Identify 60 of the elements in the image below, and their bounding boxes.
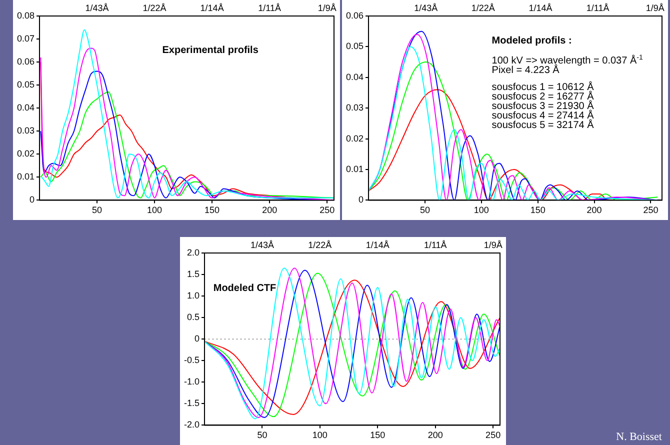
y-tick-label: -2.0 [184, 420, 200, 430]
text: Modeled CTF [213, 282, 276, 294]
x-tick-label: 100 [312, 430, 328, 440]
y-tick-label: 0.06 [346, 10, 364, 20]
text: 1/14Å [366, 240, 390, 250]
y-tick-label: 0.02 [16, 148, 35, 159]
text: N. Boisset [616, 431, 662, 443]
y-tick-label: -1.5 [184, 398, 200, 408]
y-tick-label: 0.02 [346, 133, 364, 144]
x-tick-label: 50 [92, 205, 102, 216]
y-tick-label: 0.5 [186, 312, 200, 322]
x-tick-label: 200 [586, 205, 602, 216]
y-tick-label: 0.08 [16, 10, 35, 20]
y-tick-label: 0 [194, 334, 200, 344]
y-tick-label: 0 [358, 194, 364, 205]
text: 1/11Å [586, 2, 610, 13]
text: 1/22Å [471, 2, 495, 13]
text: Experimental profils [162, 44, 259, 56]
y-tick-label: 0.05 [346, 41, 364, 52]
text: 1/9Å [318, 2, 336, 13]
x-tick-label: 50 [257, 430, 268, 440]
y-tick-label: 0.03 [16, 126, 35, 136]
x-tick-label: 200 [262, 205, 278, 216]
y-tick-label: 0.01 [16, 172, 35, 182]
x-tick-label: 150 [204, 205, 220, 216]
annotation: Pixel = 4.223 Å [492, 64, 560, 76]
text: 1/9Å [646, 2, 664, 13]
text: 1/11Å [258, 2, 282, 13]
y-tick-label: 1.0 [186, 290, 200, 301]
y-tick-label: 0.04 [346, 72, 364, 82]
text: 1/43Å [85, 2, 109, 13]
text: 1/22Å [142, 2, 166, 13]
text: 1/14Å [200, 2, 224, 13]
x-tick-label: 100 [147, 205, 162, 216]
text: 1/43Å [414, 2, 438, 13]
text: 1/22Å [308, 240, 332, 250]
y-tick-label: 0.03 [346, 102, 364, 113]
x-tick-label: 150 [370, 430, 386, 440]
x-tick-label: 50 [420, 205, 430, 216]
text: 1/43Å [250, 240, 274, 250]
y-tick-label: 2.0 [186, 247, 200, 258]
y-tick-label: 0.05 [16, 80, 35, 90]
y-tick-label: 0.01 [346, 164, 364, 174]
text: 1/11Å [424, 240, 447, 250]
x-tick-label: 250 [643, 205, 658, 216]
y-tick-label: 0.06 [16, 56, 35, 67]
x-tick-label: 250 [486, 430, 501, 440]
y-tick-label: -1.0 [184, 376, 200, 387]
x-tick-label: 150 [530, 205, 546, 216]
y-tick-label: 0.07 [16, 34, 35, 44]
text: Modeled profils : [492, 36, 572, 47]
y-tick-label: 0.04 [16, 102, 35, 113]
x-tick-label: 100 [474, 205, 489, 216]
x-tick-label: 200 [428, 430, 443, 440]
y-tick-label: 1.5 [186, 269, 200, 280]
text: 1/14Å [528, 2, 552, 13]
x-tick-label: 250 [320, 205, 335, 216]
y-tick-label: -0.5 [184, 355, 200, 366]
y-tick-label: 0 [30, 194, 35, 205]
text: 1/9Å [484, 240, 502, 250]
